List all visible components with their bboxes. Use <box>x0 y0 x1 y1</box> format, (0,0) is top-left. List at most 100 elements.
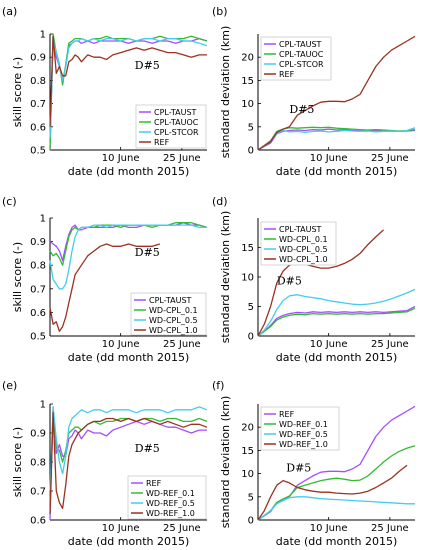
legend-box <box>135 104 207 149</box>
legend-entry: CPL-TAUST <box>149 296 192 305</box>
legend-entry: WD-REF_0.5 <box>279 430 328 439</box>
y-tick-label: 15 <box>241 446 254 457</box>
y-tick-label: 10 <box>241 99 254 110</box>
legend-entry: CPL-STCOR <box>279 60 324 69</box>
legend-entry: CPL-TAUOC <box>279 50 324 59</box>
y-tick-label: 10 <box>241 273 254 284</box>
y-tick-label: 10 <box>241 469 254 480</box>
y-tick-label: 0.9 <box>30 237 46 248</box>
y-tick-label: 1 <box>40 214 46 225</box>
legend-entry: WD-CPL_1.0 <box>149 326 198 335</box>
series-line <box>49 409 208 503</box>
y-tick-label: 0.5 <box>30 146 46 157</box>
x-tick-label: 25 June <box>163 523 201 534</box>
x-axis-label: date (dd month 2015) <box>68 351 190 364</box>
y-axis-label: standard deviation (km) <box>219 396 232 529</box>
y-axis-label: skill score (-) <box>11 242 24 312</box>
legend-entry: CPL-TAUOC <box>154 118 199 127</box>
y-tick-label: 15 <box>241 76 254 87</box>
annotation-label: D#5 <box>286 461 311 474</box>
panel-label: (e) <box>2 379 17 392</box>
legend-entry: WD-CPL_0.1 <box>149 306 198 315</box>
series-line <box>257 288 416 337</box>
y-tick-label: 0.8 <box>30 76 46 87</box>
panel-label: (d) <box>212 195 228 208</box>
annotation-label: D#5 <box>135 59 160 72</box>
x-tick-label: 10 June <box>310 153 348 164</box>
legend-entry: WD-REF_0.1 <box>146 489 195 498</box>
x-axis-label: date (dd month 2015) <box>276 351 398 364</box>
legend-entry: WD-CPL_0.1 <box>279 235 328 244</box>
x-axis-label: date (dd month 2015) <box>276 535 398 548</box>
x-tick-label: 10 June <box>102 523 140 534</box>
series-line <box>257 127 416 151</box>
legend-entry: CPL-TAUST <box>279 40 322 49</box>
legend-entry: WD-CPL_0.5 <box>149 316 198 325</box>
y-tick-label: 5 <box>248 492 254 503</box>
y-tick-label: 5 <box>248 122 254 133</box>
panel-label: (f) <box>212 379 224 392</box>
series-line <box>257 464 408 521</box>
y-axis-label: standard deviation (km) <box>219 26 232 159</box>
y-tick-label: 0.9 <box>30 429 46 440</box>
x-tick-label: 25 June <box>371 339 409 350</box>
y-tick-label: 0 <box>248 146 254 157</box>
series-line <box>49 412 208 515</box>
legend-entry: WD-REF_0.5 <box>146 499 195 508</box>
y-tick-label: 0.6 <box>30 308 46 319</box>
legend-entry: REF <box>279 70 295 79</box>
legend-entry: WD-REF_1.0 <box>279 440 328 449</box>
y-axis-label: skill score (-) <box>11 57 24 127</box>
legend-entry: WD-CPL_1.0 <box>279 255 328 264</box>
y-tick-label: 1 <box>40 400 46 411</box>
legend-entry: CPL-TAUST <box>279 225 322 234</box>
x-tick-label: 25 June <box>163 339 201 350</box>
x-tick-label: 25 June <box>371 153 409 164</box>
x-tick-label: 25 June <box>163 153 201 164</box>
series-line <box>49 406 208 492</box>
annotation-label: D#5 <box>277 275 302 288</box>
y-tick-label: 0.7 <box>30 284 46 295</box>
y-tick-label: 5 <box>248 302 254 313</box>
legend-entry: WD-CPL_0.5 <box>279 245 328 254</box>
x-axis-label: date (dd month 2015) <box>68 165 190 178</box>
y-tick-label: 20 <box>241 423 254 434</box>
panel-label: (b) <box>212 5 228 18</box>
legend-entry: CPL-TAUST <box>154 108 197 117</box>
y-tick-label: 0.5 <box>30 332 46 343</box>
y-tick-label: 0.7 <box>30 487 46 498</box>
y-tick-label: 0.6 <box>30 516 46 527</box>
y-tick-label: 0 <box>248 332 254 343</box>
series-line <box>49 37 208 139</box>
y-axis-label: standard deviation (km) <box>219 211 232 344</box>
y-tick-label: 15 <box>241 243 254 254</box>
y-tick-label: 0.8 <box>30 261 46 272</box>
series-line <box>257 445 416 521</box>
panel-label: (c) <box>2 195 17 208</box>
series-line <box>49 35 207 127</box>
y-tick-label: 0.9 <box>30 53 46 64</box>
annotation-label: D#5 <box>289 103 314 116</box>
series-line <box>257 305 416 337</box>
annotation-label: D#5 <box>135 442 160 455</box>
x-tick-label: 10 June <box>310 523 348 534</box>
series-line <box>257 128 416 151</box>
series-line <box>49 243 161 332</box>
y-axis-label: skill score (-) <box>11 427 24 497</box>
legend-entry: WD-REF_1.0 <box>146 509 195 518</box>
y-tick-label: 0.7 <box>30 99 46 110</box>
y-tick-label: 1 <box>40 30 46 41</box>
x-tick-label: 10 June <box>102 339 140 350</box>
